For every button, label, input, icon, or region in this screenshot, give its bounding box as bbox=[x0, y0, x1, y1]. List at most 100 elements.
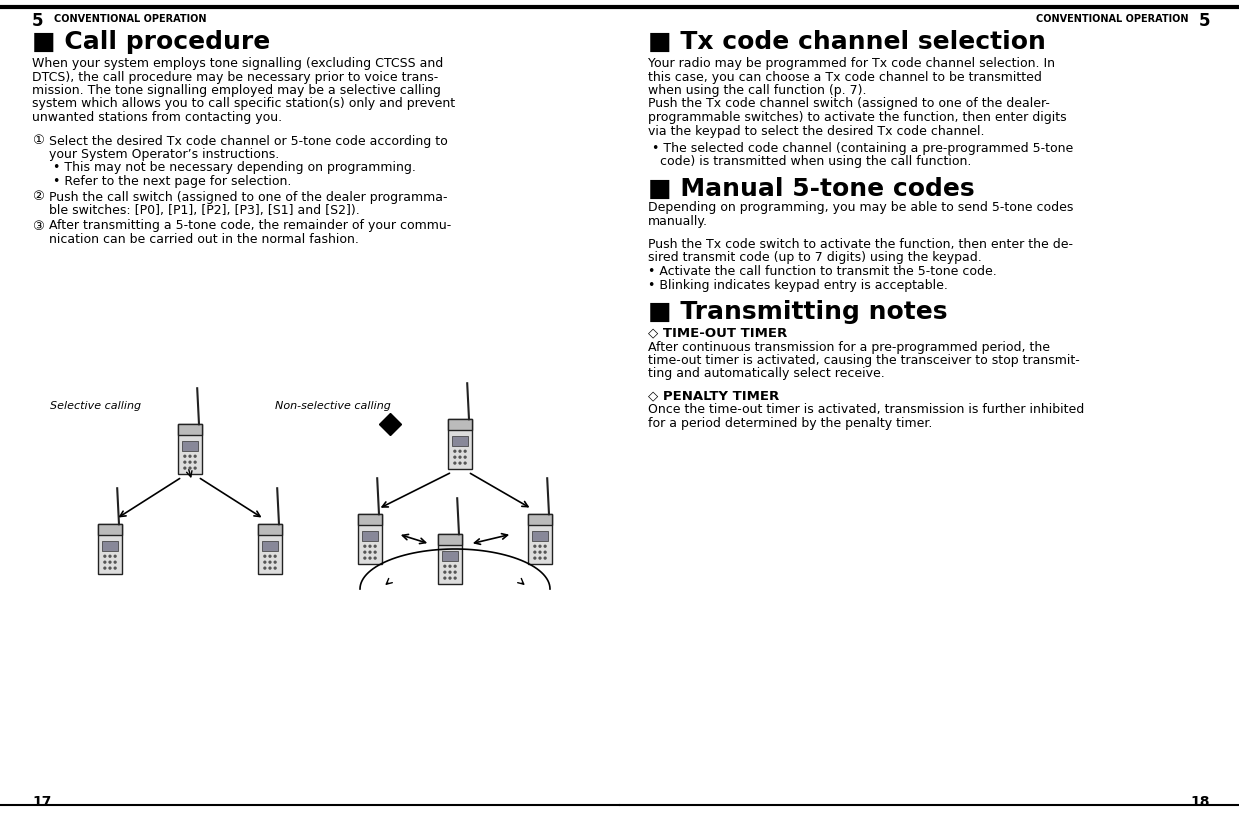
Bar bbox=[362, 531, 378, 541]
Circle shape bbox=[183, 461, 186, 463]
Text: Selective calling: Selective calling bbox=[50, 401, 141, 411]
Circle shape bbox=[195, 461, 196, 463]
Circle shape bbox=[369, 545, 370, 547]
Circle shape bbox=[453, 450, 456, 452]
Text: • This may not be necessary depending on programming.: • This may not be necessary depending on… bbox=[53, 161, 416, 174]
Text: ③: ③ bbox=[32, 219, 43, 233]
Text: • Blinking indicates keypad entry is acceptable.: • Blinking indicates keypad entry is acc… bbox=[648, 278, 948, 292]
Circle shape bbox=[109, 561, 112, 563]
Text: 18: 18 bbox=[1191, 795, 1211, 809]
Circle shape bbox=[114, 561, 116, 563]
Text: CONVENTIONAL OPERATION: CONVENTIONAL OPERATION bbox=[55, 14, 207, 24]
Circle shape bbox=[544, 545, 546, 547]
Text: DTCS), the call procedure may be necessary prior to voice trans-: DTCS), the call procedure may be necessa… bbox=[32, 70, 439, 84]
Text: code) is transmitted when using the call function.: code) is transmitted when using the call… bbox=[652, 156, 971, 169]
Text: programmable switches) to activate the function, then enter digits: programmable switches) to activate the f… bbox=[648, 111, 1067, 124]
Text: When your system employs tone signalling (excluding CTCSS and: When your system employs tone signalling… bbox=[32, 57, 444, 70]
Bar bbox=[528, 514, 551, 525]
Text: Push the call switch (assigned to one of the dealer programma-: Push the call switch (assigned to one of… bbox=[50, 191, 447, 203]
Circle shape bbox=[264, 561, 266, 563]
Circle shape bbox=[195, 467, 196, 469]
Bar bbox=[98, 524, 121, 574]
Circle shape bbox=[465, 450, 466, 452]
Circle shape bbox=[539, 551, 541, 553]
Text: 5: 5 bbox=[1198, 12, 1211, 30]
Circle shape bbox=[364, 545, 366, 547]
Bar bbox=[182, 441, 197, 451]
Circle shape bbox=[449, 565, 451, 568]
Circle shape bbox=[534, 545, 535, 547]
Circle shape bbox=[374, 557, 377, 559]
Text: ble switches: [P0], [P1], [P2], [P3], [S1] and [S2]).: ble switches: [P0], [P1], [P2], [P3], [S… bbox=[50, 204, 359, 217]
Text: CONVENTIONAL OPERATION: CONVENTIONAL OPERATION bbox=[1036, 14, 1188, 24]
Circle shape bbox=[274, 555, 276, 557]
Bar bbox=[258, 524, 281, 535]
Circle shape bbox=[460, 456, 461, 458]
Text: system which allows you to call specific station(s) only and prevent: system which allows you to call specific… bbox=[32, 97, 455, 111]
Circle shape bbox=[114, 568, 116, 569]
Bar bbox=[103, 541, 118, 551]
Text: ■ Tx code channel selection: ■ Tx code channel selection bbox=[648, 30, 1046, 54]
Text: mission. The tone signalling employed may be a selective calling: mission. The tone signalling employed ma… bbox=[32, 84, 441, 97]
Circle shape bbox=[364, 557, 366, 559]
Text: • Refer to the next page for selection.: • Refer to the next page for selection. bbox=[53, 175, 291, 188]
Text: your System Operator’s instructions.: your System Operator’s instructions. bbox=[50, 148, 279, 161]
Bar bbox=[258, 524, 281, 574]
Circle shape bbox=[190, 467, 191, 469]
Text: Select the desired Tx code channel or 5-tone code according to: Select the desired Tx code channel or 5-… bbox=[50, 134, 447, 147]
Circle shape bbox=[465, 456, 466, 458]
Bar bbox=[263, 541, 278, 551]
Bar bbox=[178, 424, 202, 435]
Bar bbox=[178, 424, 202, 473]
Circle shape bbox=[444, 577, 446, 579]
Circle shape bbox=[183, 455, 186, 457]
Circle shape bbox=[544, 557, 546, 559]
Circle shape bbox=[374, 551, 377, 553]
Text: Push the Tx code channel switch (assigned to one of the dealer-: Push the Tx code channel switch (assigne… bbox=[648, 97, 1049, 111]
Circle shape bbox=[539, 557, 541, 559]
Bar bbox=[449, 419, 472, 468]
Bar bbox=[98, 524, 121, 535]
Circle shape bbox=[183, 467, 186, 469]
Text: Once the time-out timer is activated, transmission is further inhibited: Once the time-out timer is activated, tr… bbox=[648, 404, 1084, 417]
Bar bbox=[528, 514, 551, 563]
Text: Depending on programming, you may be able to send 5-tone codes: Depending on programming, you may be abl… bbox=[648, 201, 1073, 214]
Text: ting and automatically select receive.: ting and automatically select receive. bbox=[648, 368, 885, 381]
Circle shape bbox=[264, 555, 266, 557]
Text: nication can be carried out in the normal fashion.: nication can be carried out in the norma… bbox=[50, 233, 359, 246]
Bar bbox=[358, 514, 382, 563]
Circle shape bbox=[104, 561, 105, 563]
Text: ■ Transmitting notes: ■ Transmitting notes bbox=[648, 300, 948, 324]
Circle shape bbox=[195, 455, 196, 457]
Circle shape bbox=[369, 557, 370, 559]
Circle shape bbox=[449, 577, 451, 579]
Text: ?: ? bbox=[387, 417, 393, 427]
Text: ②: ② bbox=[32, 191, 43, 203]
Circle shape bbox=[534, 551, 535, 553]
Text: After continuous transmission for a pre-programmed period, the: After continuous transmission for a pre-… bbox=[648, 341, 1049, 354]
Bar bbox=[533, 531, 548, 541]
Bar bbox=[452, 436, 467, 446]
Circle shape bbox=[453, 462, 456, 464]
Text: sired transmit code (up to 7 digits) using the keypad.: sired transmit code (up to 7 digits) usi… bbox=[648, 251, 981, 265]
Text: manually.: manually. bbox=[648, 215, 707, 228]
Text: unwanted stations from contacting you.: unwanted stations from contacting you. bbox=[32, 111, 282, 124]
Text: for a period determined by the penalty timer.: for a period determined by the penalty t… bbox=[648, 417, 933, 430]
Text: • Activate the call function to transmit the 5-tone code.: • Activate the call function to transmit… bbox=[648, 265, 996, 278]
Circle shape bbox=[264, 568, 266, 569]
Text: this case, you can choose a Tx code channel to be transmitted: this case, you can choose a Tx code chan… bbox=[648, 70, 1042, 84]
Circle shape bbox=[104, 555, 105, 557]
Text: Your radio may be programmed for Tx code channel selection. In: Your radio may be programmed for Tx code… bbox=[648, 57, 1054, 70]
Circle shape bbox=[114, 555, 116, 557]
Bar bbox=[449, 419, 472, 430]
Circle shape bbox=[269, 561, 271, 563]
Circle shape bbox=[455, 571, 456, 573]
Text: ◇ TIME-OUT TIMER: ◇ TIME-OUT TIMER bbox=[648, 326, 787, 339]
Circle shape bbox=[274, 561, 276, 563]
Text: ①: ① bbox=[32, 134, 43, 147]
Circle shape bbox=[455, 565, 456, 568]
Circle shape bbox=[544, 551, 546, 553]
Circle shape bbox=[109, 555, 112, 557]
Bar bbox=[439, 534, 462, 545]
Text: time-out timer is activated, causing the transceiver to stop transmit-: time-out timer is activated, causing the… bbox=[648, 354, 1079, 367]
